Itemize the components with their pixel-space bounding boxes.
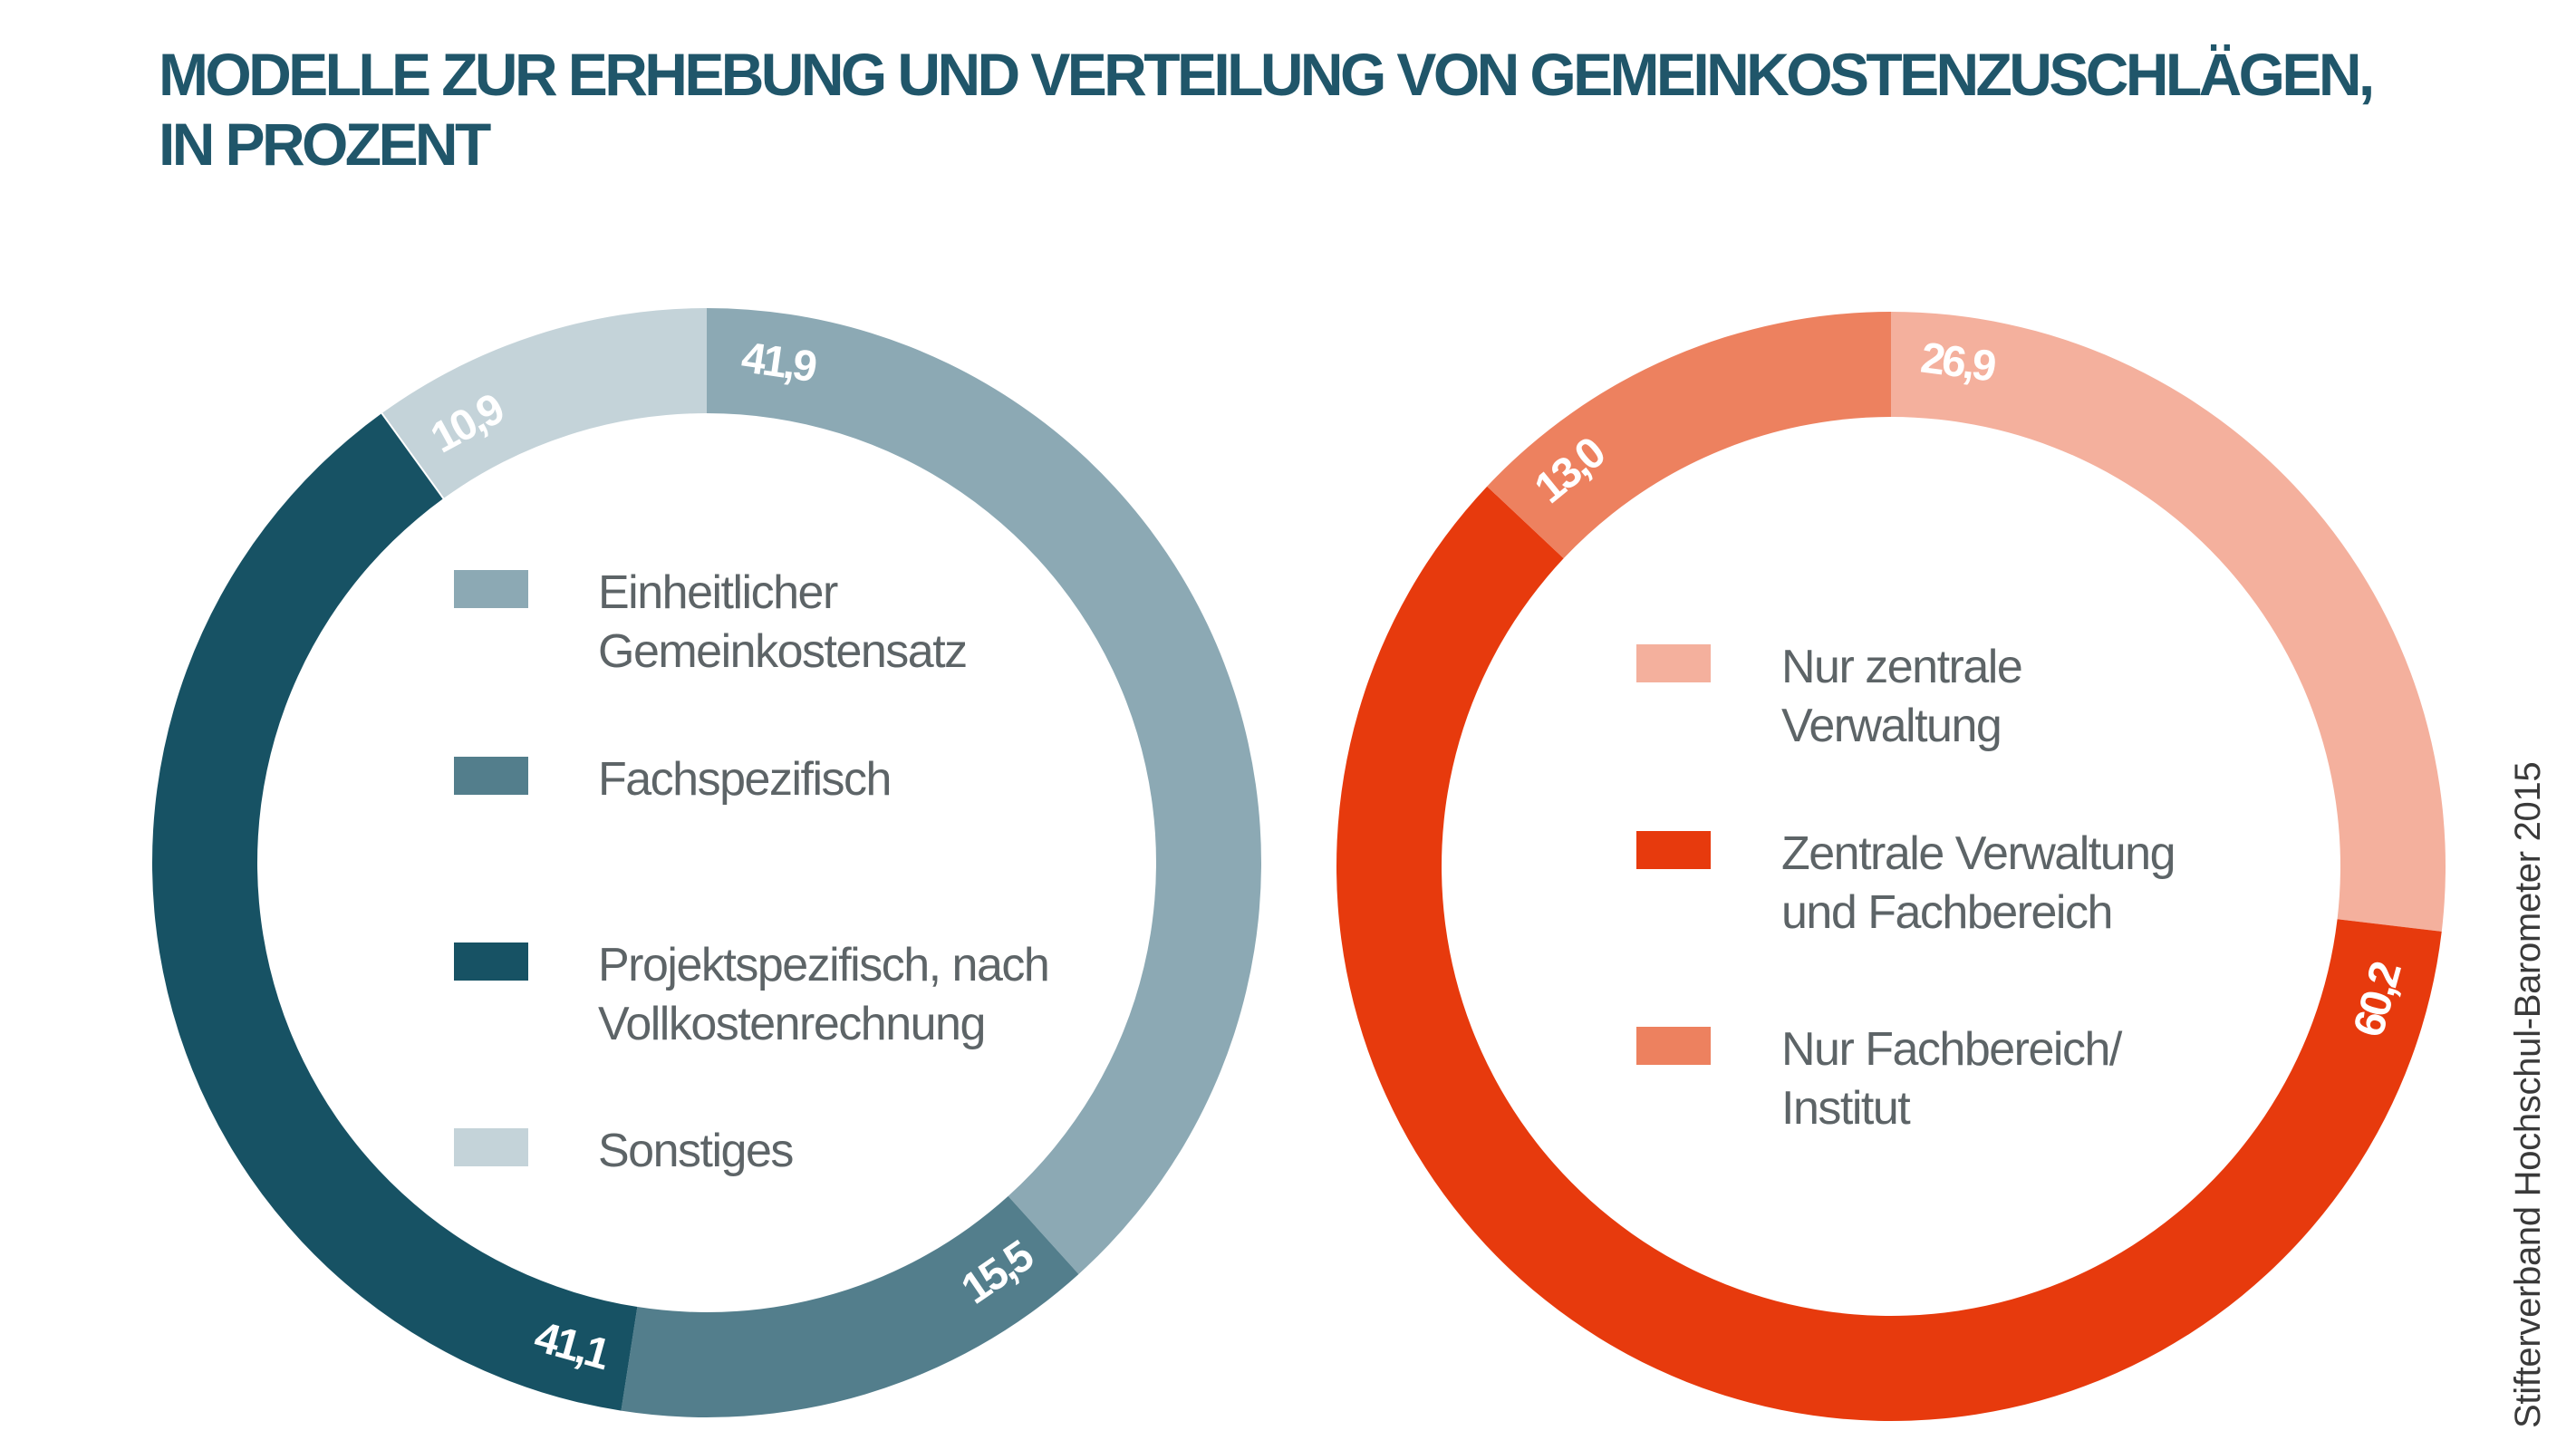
svg-text:41,9: 41,9 [738,334,818,392]
svg-text:26,9: 26,9 [1918,334,1998,391]
